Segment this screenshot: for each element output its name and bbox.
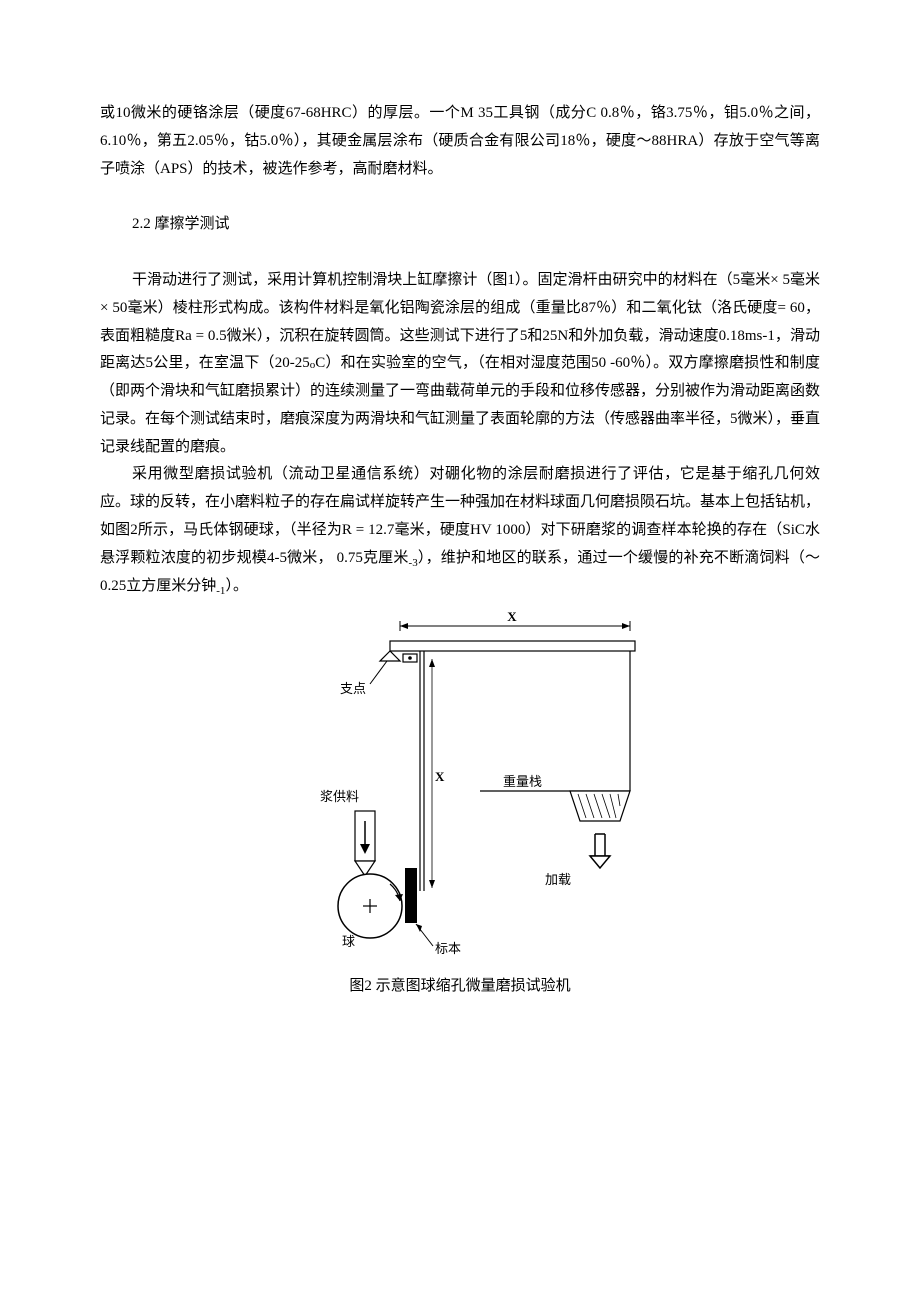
label-specimen: 标本 xyxy=(435,941,461,956)
label-load: 加载 xyxy=(545,872,571,887)
label-x-mid: X xyxy=(435,769,445,784)
paragraph-3: 采用微型磨损试验机（流动卫星通信系统）对硼化物的涂层耐磨损进行了评估，它是基于缩… xyxy=(100,461,820,601)
superscript-1: -3 xyxy=(409,557,418,569)
label-x-top: X xyxy=(507,609,517,624)
figure-caption: 图2 示意图球缩孔微量磨损试验机 xyxy=(100,974,820,995)
paragraph-1: 或10微米的硬铬涂层（硬度67-68HRC）的厚层。一个M 35工具钢（成分C … xyxy=(100,100,820,183)
label-weight: 重量栈 xyxy=(503,774,542,789)
label-slurry: 浆供料 xyxy=(320,789,359,804)
label-fulcrum: 支点 xyxy=(340,681,366,696)
label-ball: 球 xyxy=(342,934,355,949)
figure-diagram: X 支点 X 浆供料 xyxy=(260,606,660,966)
figure-container: X 支点 X 浆供料 xyxy=(100,606,820,966)
section-title: 2.2 摩擦学测试 xyxy=(100,211,820,239)
paragraph-2: 干滑动进行了测试，采用计算机控制滑块上缸摩擦计（图1）。固定滑杆由研究中的材料在… xyxy=(100,267,820,461)
p3-cont2: ）。 xyxy=(225,578,248,594)
